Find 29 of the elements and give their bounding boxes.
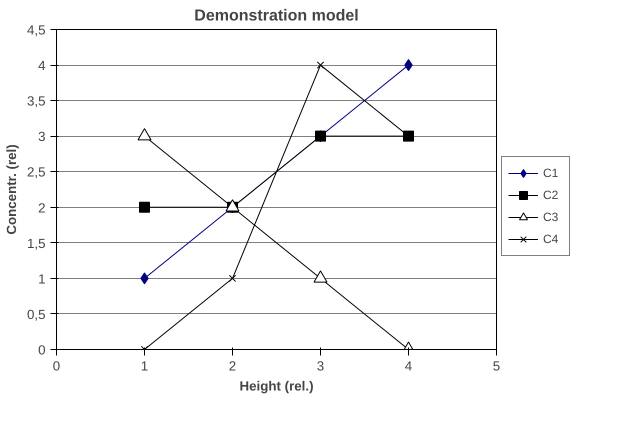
y-tick-label: 2 bbox=[38, 200, 46, 216]
point bbox=[139, 202, 150, 213]
point bbox=[404, 59, 413, 72]
point bbox=[228, 274, 236, 282]
y-tick-label: 0 bbox=[38, 342, 46, 358]
legend-label: C3 bbox=[543, 210, 560, 224]
y-axis-title: Concentr. (rel) bbox=[4, 144, 19, 235]
y-tick-label: 0,5 bbox=[26, 306, 46, 322]
point bbox=[316, 61, 324, 69]
x-tick-label: 1 bbox=[140, 358, 148, 374]
x-axis-title: Height (rel.) bbox=[239, 378, 314, 394]
x-tick-label: 3 bbox=[316, 358, 324, 374]
legend-label: C1 bbox=[543, 166, 560, 180]
x-tick-label: 2 bbox=[228, 358, 236, 374]
x-tick-label: 4 bbox=[404, 358, 413, 374]
legend-label: C2 bbox=[543, 188, 560, 202]
chart-title: Demonstration model bbox=[194, 8, 359, 24]
y-tick-label: 4,5 bbox=[26, 22, 46, 38]
x-tick-label: 0 bbox=[52, 358, 60, 374]
y-tick-label: 3 bbox=[38, 129, 46, 144]
y-tick-label: 1 bbox=[38, 271, 46, 286]
point bbox=[314, 270, 328, 283]
legend-label: C4 bbox=[543, 232, 560, 246]
y-tick-label: 4 bbox=[38, 58, 46, 74]
x-tick-label: 5 bbox=[492, 358, 500, 374]
y-tick-label: 3,5 bbox=[26, 94, 46, 109]
y-tick-label: 2,5 bbox=[26, 164, 46, 180]
y-tick-label: 1,5 bbox=[26, 236, 46, 251]
point bbox=[140, 272, 149, 284]
